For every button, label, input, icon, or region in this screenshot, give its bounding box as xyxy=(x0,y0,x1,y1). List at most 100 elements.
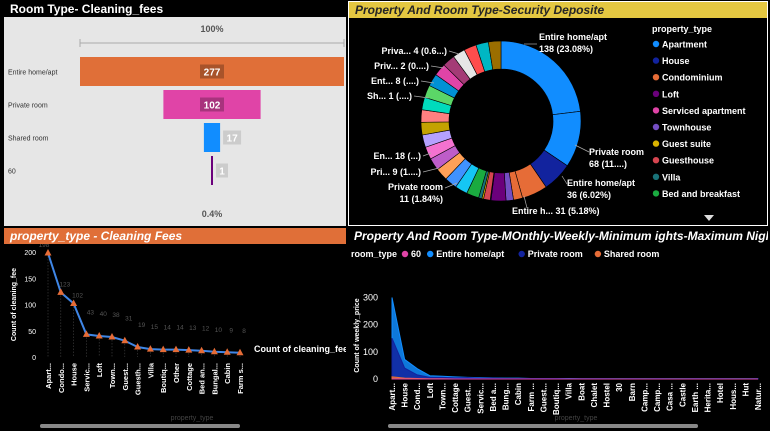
area-legend-label[interactable]: 60 xyxy=(411,249,421,259)
line-x-tick-label: Loft xyxy=(95,363,104,378)
line-y-axis-title: Count of cleaning_fee xyxy=(11,268,18,341)
line-point-marker[interactable] xyxy=(108,333,116,340)
donut-legend-marker xyxy=(652,107,660,114)
funnel-value-badge xyxy=(216,163,228,178)
area-y-tick-label: 100 xyxy=(363,347,378,357)
funnel-bar[interactable] xyxy=(211,156,213,185)
donut-legend-marker xyxy=(652,157,660,164)
donut-data-label: Private room xyxy=(388,182,443,192)
funnel-value-label: 102 xyxy=(204,101,221,112)
donut-leader-line xyxy=(448,50,460,55)
area-panel: Property And Room Type-MOnthly-Weekly-Mi… xyxy=(348,228,768,431)
line-data-label: 198 xyxy=(39,244,50,249)
donut-data-label: Sh... 1 (....) xyxy=(367,91,412,101)
line-x-axis-title: property_type xyxy=(171,415,214,422)
area-scrollbar-thumb[interactable] xyxy=(388,424,698,428)
area-legend-label[interactable]: Shared room xyxy=(604,249,660,259)
line-data-label: 40 xyxy=(100,311,108,318)
line-data-label: 8 xyxy=(242,328,246,335)
area-series[interactable] xyxy=(391,297,759,380)
donut-slice[interactable] xyxy=(488,40,502,70)
line-point-marker[interactable] xyxy=(70,299,78,306)
funnel-chart[interactable]: 100% Entire home/apt 277 Private room 102 Sha… xyxy=(4,17,346,226)
area-legend-label[interactable]: Private room xyxy=(528,249,583,259)
area-x-tick-label: Chalet xyxy=(590,383,599,408)
line-legend-label: Count of cleaning_fee xyxy=(254,344,346,354)
area-x-tick-label: Cottage xyxy=(451,382,460,412)
funnel-bar[interactable] xyxy=(163,90,261,119)
line-data-label: 38 xyxy=(112,312,120,319)
funnel-value-label: 277 xyxy=(204,68,221,79)
donut-legend-label[interactable]: Loft xyxy=(662,89,679,99)
line-point-marker[interactable] xyxy=(159,345,167,353)
donut-legend-label[interactable]: Bed and breakfast xyxy=(662,189,740,199)
area-title: Property And Room Type-MOnthly-Weekly-Mi… xyxy=(348,228,768,244)
donut-legend-label[interactable]: Condominium xyxy=(662,73,723,83)
donut-leader-line xyxy=(430,65,445,69)
line-point-marker[interactable] xyxy=(121,336,129,344)
donut-leader-line xyxy=(574,144,590,153)
donut-data-label: Entire h... 31 (5.18%) xyxy=(512,206,600,216)
donut-legend-marker xyxy=(652,40,660,48)
area-x-tick-label: Hostel xyxy=(603,383,612,407)
line-point-marker[interactable] xyxy=(198,346,206,354)
line-x-tick-label: Servic... xyxy=(82,363,91,392)
donut-data-label: 138 (23.08%) xyxy=(539,44,593,54)
line-point-marker[interactable] xyxy=(134,343,142,350)
line-point-marker[interactable] xyxy=(236,348,244,356)
line-data-label: 13 xyxy=(189,325,197,332)
line-point-marker[interactable] xyxy=(57,288,65,295)
area-x-tick-label: Camp... xyxy=(640,383,649,412)
donut-data-label: Entire home/apt xyxy=(567,178,635,188)
line-point-marker[interactable] xyxy=(146,345,154,352)
line-x-tick-label: Guest... xyxy=(121,363,130,391)
line-y-tick-label: 150 xyxy=(24,276,36,283)
funnel-value-label: 1 xyxy=(219,167,225,178)
line-point-marker[interactable] xyxy=(185,346,193,353)
line-point-marker[interactable] xyxy=(172,345,180,353)
line-scrollbar-thumb[interactable] xyxy=(40,424,240,428)
area-series[interactable] xyxy=(391,338,759,380)
funnel-bar[interactable] xyxy=(80,57,344,86)
area-legend-marker xyxy=(518,250,525,258)
line-title: property_type - Cleaning Fees xyxy=(4,228,346,244)
line-point-marker[interactable] xyxy=(210,347,218,355)
area-x-tick-label: Villa xyxy=(565,382,574,399)
line-data-label: 14 xyxy=(164,325,172,332)
donut-legend-label[interactable]: Villa xyxy=(662,172,681,182)
funnel-bar[interactable] xyxy=(203,123,221,152)
donut-legend-label[interactable]: Townhouse xyxy=(662,123,711,133)
area-x-tick-label: Castle xyxy=(678,382,687,407)
area-chart[interactable]: room_type 60 Entire home/apt Private room Sh… xyxy=(348,244,768,431)
area-x-tick-label: Hut xyxy=(741,383,750,397)
funnel-category-label: Shared room xyxy=(8,136,49,143)
line-series[interactable] xyxy=(47,252,241,354)
line-x-tick-label: Bed an... xyxy=(198,363,207,394)
donut-data-label: Priv... 2 (0....) xyxy=(374,61,429,71)
area-x-tick-label: Barn xyxy=(628,383,637,401)
donut-legend-label[interactable]: Guest suite xyxy=(662,139,711,149)
donut-data-label: Entire home/apt xyxy=(539,32,607,42)
donut-legend-label[interactable]: House xyxy=(662,56,690,66)
line-point-marker[interactable] xyxy=(95,332,103,339)
donut-legend-label[interactable]: Guesthouse xyxy=(662,156,714,166)
line-data-label: 10 xyxy=(215,327,223,334)
legend-scroll-down-icon[interactable] xyxy=(704,215,714,221)
donut-legend-label[interactable]: Serviced apartment xyxy=(662,106,746,116)
area-legend-label[interactable]: Entire home/apt xyxy=(436,249,504,259)
line-data-label: 12 xyxy=(202,326,210,333)
donut-chart[interactable]: Entire home/apt 138 (23.08%) Private room 6… xyxy=(349,18,767,225)
donut-leader-line xyxy=(422,152,432,157)
area-x-tick-label: Guest... xyxy=(464,383,473,412)
line-point-marker[interactable] xyxy=(82,330,90,337)
donut-legend-marker xyxy=(652,74,660,81)
line-x-tick-label: Bungal... xyxy=(210,363,219,395)
line-x-tick-label: Villa xyxy=(146,362,155,378)
line-x-tick-label: Town... xyxy=(108,363,117,388)
donut-legend-label[interactable]: Apartment xyxy=(662,40,707,50)
donut-legend-marker xyxy=(652,123,660,131)
line-point-marker[interactable] xyxy=(223,348,231,355)
area-legend-marker xyxy=(401,250,409,258)
line-point-marker[interactable] xyxy=(44,249,52,256)
